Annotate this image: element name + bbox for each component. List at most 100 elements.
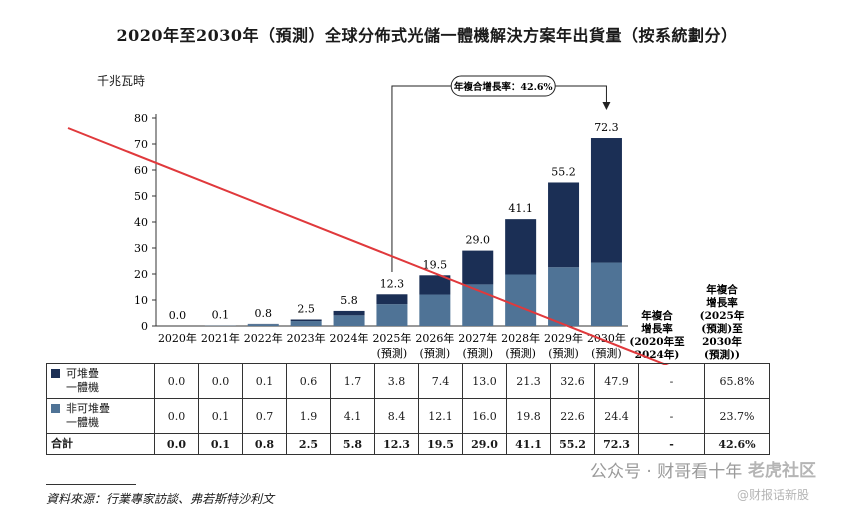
table-cell: 0.6 bbox=[286, 363, 331, 399]
bar-total-label: 41.1 bbox=[508, 202, 533, 215]
x-tick-sublabel: (預測) bbox=[505, 346, 536, 360]
x-tick-label: 2022年 bbox=[244, 331, 283, 345]
y-tick-label: 30 bbox=[134, 242, 148, 255]
red-annotation-arrow bbox=[67, 127, 670, 365]
bar-total-label: 19.5 bbox=[423, 258, 448, 271]
table-cell: 32.6 bbox=[550, 363, 595, 399]
table-cell: 22.6 bbox=[550, 398, 595, 434]
x-tick-sublabel: (預測) bbox=[548, 346, 579, 360]
bar-total-label: 29.0 bbox=[466, 234, 491, 247]
bar-non-stackable bbox=[290, 321, 322, 326]
table-cell: - bbox=[638, 363, 705, 399]
bar-non-stackable bbox=[247, 324, 279, 326]
table-cell: 4.1 bbox=[330, 398, 375, 434]
bar-stackable bbox=[419, 275, 451, 295]
table-cell: 0.0 bbox=[154, 363, 199, 399]
x-tick-label: 2020年 bbox=[158, 331, 197, 345]
x-tick-label: 2029年 bbox=[544, 331, 583, 345]
x-tick-sublabel: (預測) bbox=[420, 346, 451, 360]
cagr-header-line: 增長率 bbox=[641, 322, 673, 335]
bar-non-stackable bbox=[376, 304, 408, 326]
bar-total-label: 12.3 bbox=[380, 277, 405, 290]
table-cell: 0.1 bbox=[198, 398, 243, 434]
watermark-brand: 老虎社区 bbox=[748, 461, 816, 481]
bar-stackable bbox=[376, 294, 408, 305]
y-tick-label: 10 bbox=[134, 294, 148, 307]
chart-title: 2020年至2030年（預測）全球分佈式光儲一體機解決方案年出貨量（按系統劃分） bbox=[116, 26, 738, 45]
x-tick-label: 2025年 bbox=[372, 331, 411, 345]
table-cell: 0.1 bbox=[242, 363, 287, 399]
table-cell: 24.4 bbox=[594, 398, 639, 434]
x-tick-label: 2021年 bbox=[201, 331, 240, 345]
x-tick-sublabel: (預測) bbox=[377, 346, 408, 360]
table-row: 可堆疊 一體機 0.0 0.0 0.1 0.6 1.7 3.8 7.4 13.0 21.3 32.6 4… bbox=[46, 363, 770, 399]
row-label-text: 非可堆疊 一體機 bbox=[66, 402, 110, 429]
table-cell: 19.8 bbox=[506, 398, 551, 434]
table-cell: 3.8 bbox=[374, 363, 419, 399]
source-divider bbox=[46, 484, 136, 485]
cagr-header-line: (2020年至 bbox=[629, 335, 685, 348]
y-axis-unit-label: 千兆瓦時 bbox=[97, 74, 146, 88]
bar-stackable bbox=[505, 219, 537, 275]
x-tick-sublabel: (預測) bbox=[591, 346, 622, 360]
y-tick-label: 0 bbox=[141, 320, 148, 333]
bar-non-stackable bbox=[505, 274, 537, 326]
bar-non-stackable bbox=[548, 267, 580, 326]
bar-total-label: 0.1 bbox=[212, 309, 230, 322]
table-cell: 0.7 bbox=[242, 398, 287, 434]
table-cell: - bbox=[638, 398, 705, 434]
cagr-header-line: (預測)至 bbox=[701, 322, 743, 335]
chart-canvas: 0 10 20 30 40 50 60 70 80 0.0 2020年 0.1 2021年 0.8 2022… bbox=[67, 75, 745, 365]
table-cell: 8.4 bbox=[374, 398, 419, 434]
table-cell: 2.5 bbox=[286, 433, 331, 455]
bar-total-label: 5.8 bbox=[340, 294, 358, 307]
bar-total-label: 0.0 bbox=[169, 309, 187, 322]
table-cell: 0.1 bbox=[198, 433, 243, 455]
row-label-text: 可堆疊 一體機 bbox=[66, 367, 99, 394]
bar-non-stackable bbox=[333, 315, 365, 326]
y-tick-label: 70 bbox=[134, 138, 148, 151]
y-tick-label: 50 bbox=[134, 190, 148, 203]
table-cell: 47.9 bbox=[594, 363, 639, 399]
table-cell: 12.1 bbox=[418, 398, 463, 434]
x-tick-sublabel: (預測) bbox=[462, 346, 493, 360]
bar-total-label: 72.3 bbox=[594, 121, 619, 134]
table-cell: 12.3 bbox=[374, 433, 419, 455]
bar-non-stackable bbox=[419, 294, 451, 326]
table-cell: 5.8 bbox=[330, 433, 375, 455]
cagr-header-line: 2030年 bbox=[702, 335, 742, 348]
table-cell: 41.1 bbox=[506, 433, 551, 455]
bar-stackable bbox=[462, 250, 494, 285]
table-cell: 21.3 bbox=[506, 363, 551, 399]
row-label: 可堆疊 一體機 bbox=[46, 363, 155, 399]
table-cell: 7.4 bbox=[418, 363, 463, 399]
y-tick-label: 60 bbox=[134, 164, 148, 177]
table-cell: 0.0 bbox=[154, 433, 199, 455]
table-row: 非可堆疊 一體機 0.0 0.1 0.7 1.9 4.1 8.4 12.1 16.0 19.8 22.… bbox=[46, 398, 770, 434]
cagr-header-line: (預測)) bbox=[704, 348, 740, 361]
watermark-text: 公众号 · 财哥看十年 bbox=[590, 462, 743, 482]
cagr-label-box bbox=[450, 75, 556, 97]
y-tick-label: 20 bbox=[134, 268, 148, 281]
y-tick-label: 80 bbox=[134, 112, 148, 125]
bar-non-stackable bbox=[590, 262, 622, 326]
bar-stackable bbox=[333, 310, 365, 316]
legend-swatch bbox=[51, 369, 60, 378]
source-note: 資料來源：行業專家訪談、弗若斯特沙利文 bbox=[46, 492, 275, 506]
table-cell: 0.8 bbox=[242, 433, 287, 455]
legend-swatch bbox=[51, 404, 60, 413]
row-label-text: 合計 bbox=[51, 437, 73, 450]
y-tick-label: 40 bbox=[134, 216, 148, 229]
cagr-header-line: 年複合 bbox=[641, 309, 673, 322]
x-tick-label: 2028年 bbox=[501, 331, 540, 345]
table-cell: 23.7% bbox=[704, 398, 770, 434]
x-tick-label: 2030年 bbox=[587, 331, 626, 345]
table-cell: 19.5 bbox=[418, 433, 463, 455]
bar-stackable bbox=[290, 319, 322, 322]
cagr-header-line: 年複合 bbox=[706, 283, 738, 296]
table-cell: - bbox=[638, 433, 705, 455]
bar-stackable bbox=[590, 138, 622, 263]
table-cell: 72.3 bbox=[594, 433, 639, 455]
bar-stackable bbox=[548, 182, 580, 268]
row-label: 合計 bbox=[46, 433, 155, 455]
